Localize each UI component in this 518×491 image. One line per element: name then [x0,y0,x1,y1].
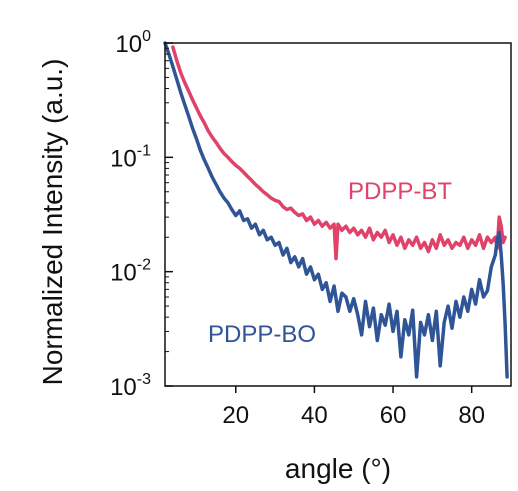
y-tick-label: 10-1 [110,142,151,172]
series-label-pdpp-bo: PDPP-BO [208,321,316,348]
x-tick-label: 40 [301,402,328,429]
y-axis-ticks: 100 10-1 10-2 10-3 [110,28,173,401]
x-axis-title: angle (°) [285,453,391,484]
x-axis-ticks: 20 40 60 80 [222,386,485,429]
x-tick-label: 80 [458,402,485,429]
y-tick-label: 10-3 [110,371,151,401]
series-line-1 [163,41,509,379]
x-tick-label: 20 [222,402,249,429]
series-line-0 [171,45,507,261]
series-label-pdpp-bt: PDPP-BT [348,178,452,205]
y-tick-label: 10-2 [110,257,151,287]
y-tick-label: 100 [115,28,151,58]
y-axis-title: Normalized Intensity (a.u.) [37,59,68,386]
x-tick-label: 60 [380,402,407,429]
plot-frame [164,42,512,387]
plot-lines [163,41,509,379]
